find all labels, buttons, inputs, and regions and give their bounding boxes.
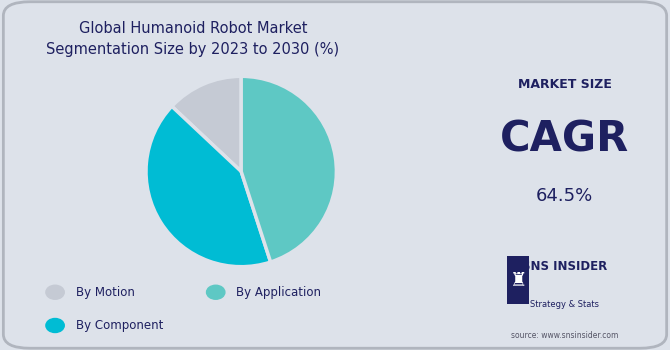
Text: Global Humanoid Robot Market
Segmentation Size by 2023 to 2030 (%): Global Humanoid Robot Market Segmentatio… <box>46 21 339 57</box>
Circle shape <box>206 285 225 299</box>
Circle shape <box>46 318 64 332</box>
Text: source: www.snsinsider.com: source: www.snsinsider.com <box>511 331 618 341</box>
Wedge shape <box>146 106 271 267</box>
Circle shape <box>46 285 64 299</box>
FancyBboxPatch shape <box>507 256 529 303</box>
Wedge shape <box>172 76 241 172</box>
Text: By Application: By Application <box>237 286 322 299</box>
Text: Strategy & Stats: Strategy & Stats <box>530 300 599 309</box>
Text: MARKET SIZE: MARKET SIZE <box>517 77 612 91</box>
Text: ♜: ♜ <box>509 271 527 289</box>
Text: CAGR: CAGR <box>500 119 629 161</box>
Text: By Component: By Component <box>76 319 163 332</box>
Wedge shape <box>241 76 336 262</box>
Text: SNS INSIDER: SNS INSIDER <box>522 259 607 273</box>
Text: 64.5%: 64.5% <box>536 187 593 205</box>
Text: By Motion: By Motion <box>76 286 135 299</box>
